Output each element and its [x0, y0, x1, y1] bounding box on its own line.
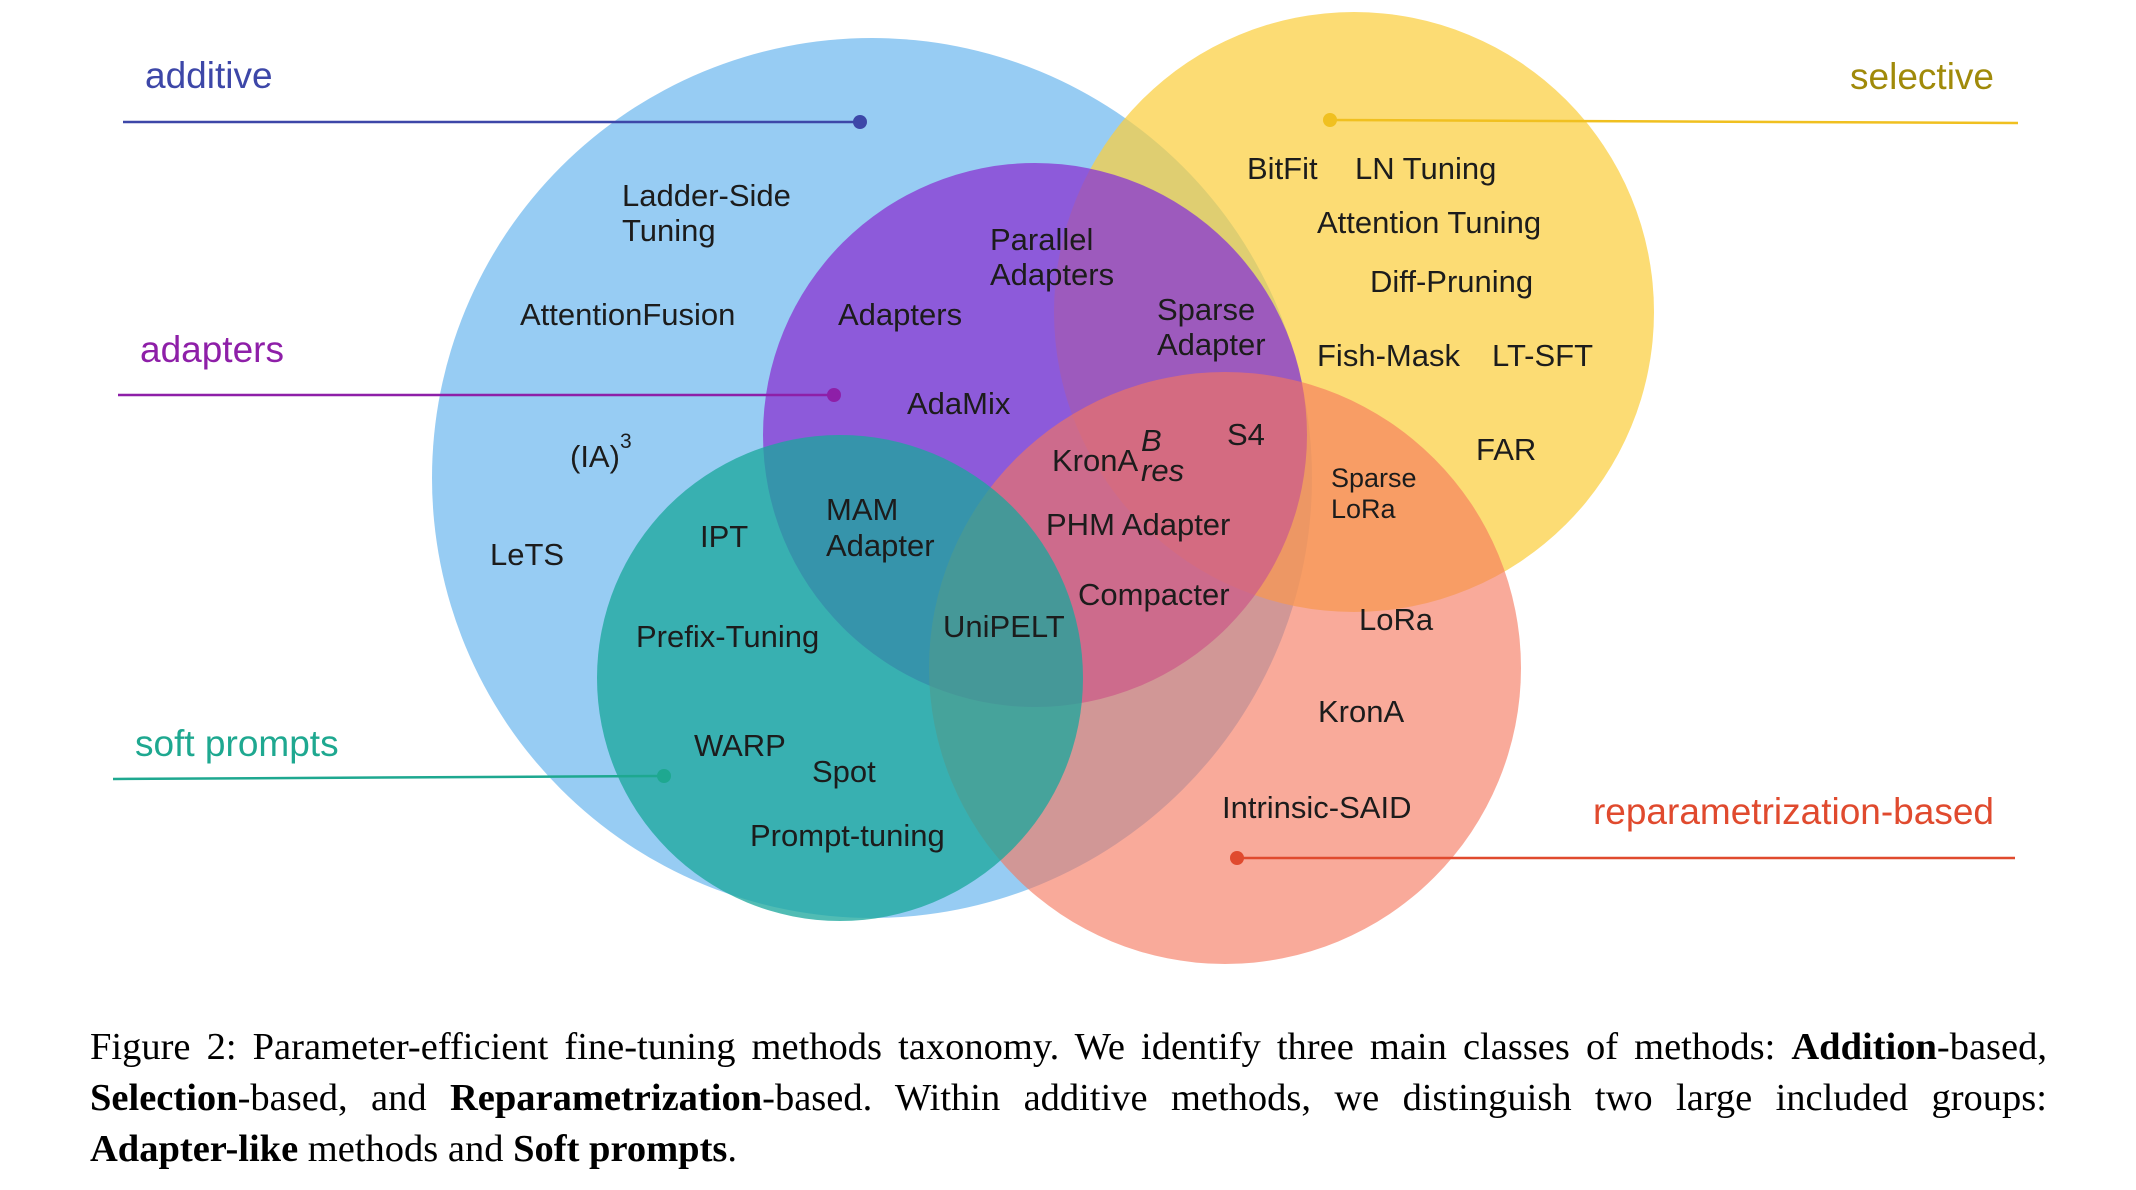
method-prefix-tuning: Prefix-Tuning: [636, 619, 819, 654]
method-parallel-adapters-line2: Adapters: [990, 257, 1114, 292]
method-bitfit: BitFit: [1247, 151, 1318, 186]
method-krona-res: KronA B res: [1052, 423, 1184, 488]
method-diff-pruning: Diff-Pruning: [1370, 264, 1533, 299]
selective-leader-dot: [1323, 113, 1337, 127]
caption-text-3: -based, and: [237, 1077, 450, 1119]
method-lora: LoRa: [1359, 602, 1434, 637]
method-krona-res-superscript: B: [1141, 423, 1162, 458]
adapters-leader-dot: [827, 388, 841, 402]
method-compacter: Compacter: [1078, 577, 1230, 612]
method-fish-mask: Fish-Mask: [1317, 338, 1460, 373]
caption-bold-addition: Addition: [1791, 1026, 1937, 1068]
selective-leader-line: [1329, 118, 2019, 125]
method-ia3-superscript: 3: [620, 430, 632, 453]
soft-prompts-label: soft prompts: [135, 723, 339, 764]
caption-text-2: -based,: [1936, 1026, 2047, 1068]
method-sparse-adapter-line1: Sparse: [1157, 292, 1255, 327]
reparametrization-circle: [929, 372, 1521, 964]
figure-caption: Figure 2: Parameter-efficient fine-tunin…: [90, 1022, 2047, 1175]
method-warp: WARP: [694, 728, 786, 763]
method-parallel-adapters-line1: Parallel: [990, 222, 1093, 257]
soft-prompts-leader-dot: [657, 769, 671, 783]
caption-bold-reparametrization: Reparametrization: [449, 1077, 763, 1119]
soft-prompts-circle: [597, 435, 1083, 921]
method-ladder-side-tuning-line2: Tuning: [622, 213, 716, 248]
method-ladder-side-tuning-line1: Ladder-Side: [622, 178, 791, 213]
caption-text-1: Figure 2: Parameter-efficient fine-tunin…: [90, 1026, 1792, 1068]
method-s4: S4: [1227, 417, 1265, 452]
method-phm-adapter: PHM Adapter: [1046, 507, 1230, 542]
caption-bold-selection: Selection: [90, 1077, 238, 1119]
method-attention-fusion: AttentionFusion: [520, 297, 735, 332]
caption-bold-soft-prompts: Soft prompts: [513, 1128, 728, 1170]
adapters-label: adapters: [140, 329, 284, 370]
method-mam-adapter-line1: MAM: [826, 492, 898, 527]
method-far: FAR: [1476, 432, 1536, 467]
reparametrization-leader-dot: [1230, 851, 1244, 865]
method-krona-res-subscript: res: [1141, 453, 1184, 488]
method-intrinsic-said: Intrinsic-SAID: [1222, 790, 1411, 825]
additive-label: additive: [145, 55, 273, 96]
method-mam-adapter-line2: Adapter: [826, 528, 935, 563]
svg-text:(IA)3: (IA)3: [570, 430, 632, 474]
method-krona: KronA: [1318, 694, 1404, 729]
method-ln-tuning: LN Tuning: [1355, 151, 1496, 186]
method-krona-res-base: KronA: [1052, 443, 1138, 478]
additive-leader-dot: [853, 115, 867, 129]
peft-taxonomy-venn-diagram: additive adapters soft prompts selective…: [112, 12, 2019, 964]
method-sparse-lora-line2: LoRa: [1331, 494, 1397, 524]
method-lets: LeTS: [490, 537, 564, 572]
caption-text-4: -based. Within additive methods, we dist…: [762, 1077, 2047, 1119]
method-ia3-base: (IA): [570, 439, 620, 474]
method-ipt: IPT: [700, 519, 748, 554]
method-sparse-adapter-line2: Adapter: [1157, 327, 1266, 362]
method-lt-sft: LT-SFT: [1492, 338, 1593, 373]
method-unipelt: UniPELT: [943, 609, 1065, 644]
caption-bold-adapter-like: Adapter-like: [90, 1128, 299, 1170]
method-prompt-tuning: Prompt-tuning: [750, 818, 945, 853]
soft-prompts-leader-line: [112, 774, 665, 781]
method-sparse-lora-line1: Sparse: [1331, 463, 1417, 493]
method-adapters: Adapters: [838, 297, 962, 332]
caption-text-6: .: [727, 1128, 738, 1170]
method-spot: Spot: [812, 754, 876, 789]
method-adamix: AdaMix: [907, 386, 1011, 421]
method-attention-tuning: Attention Tuning: [1317, 205, 1541, 240]
selective-label: selective: [1850, 56, 1994, 97]
caption-text-5: methods and: [298, 1128, 514, 1170]
method-ia3: (IA)3: [570, 430, 632, 474]
reparametrization-label: reparametrization-based: [1593, 791, 1994, 832]
